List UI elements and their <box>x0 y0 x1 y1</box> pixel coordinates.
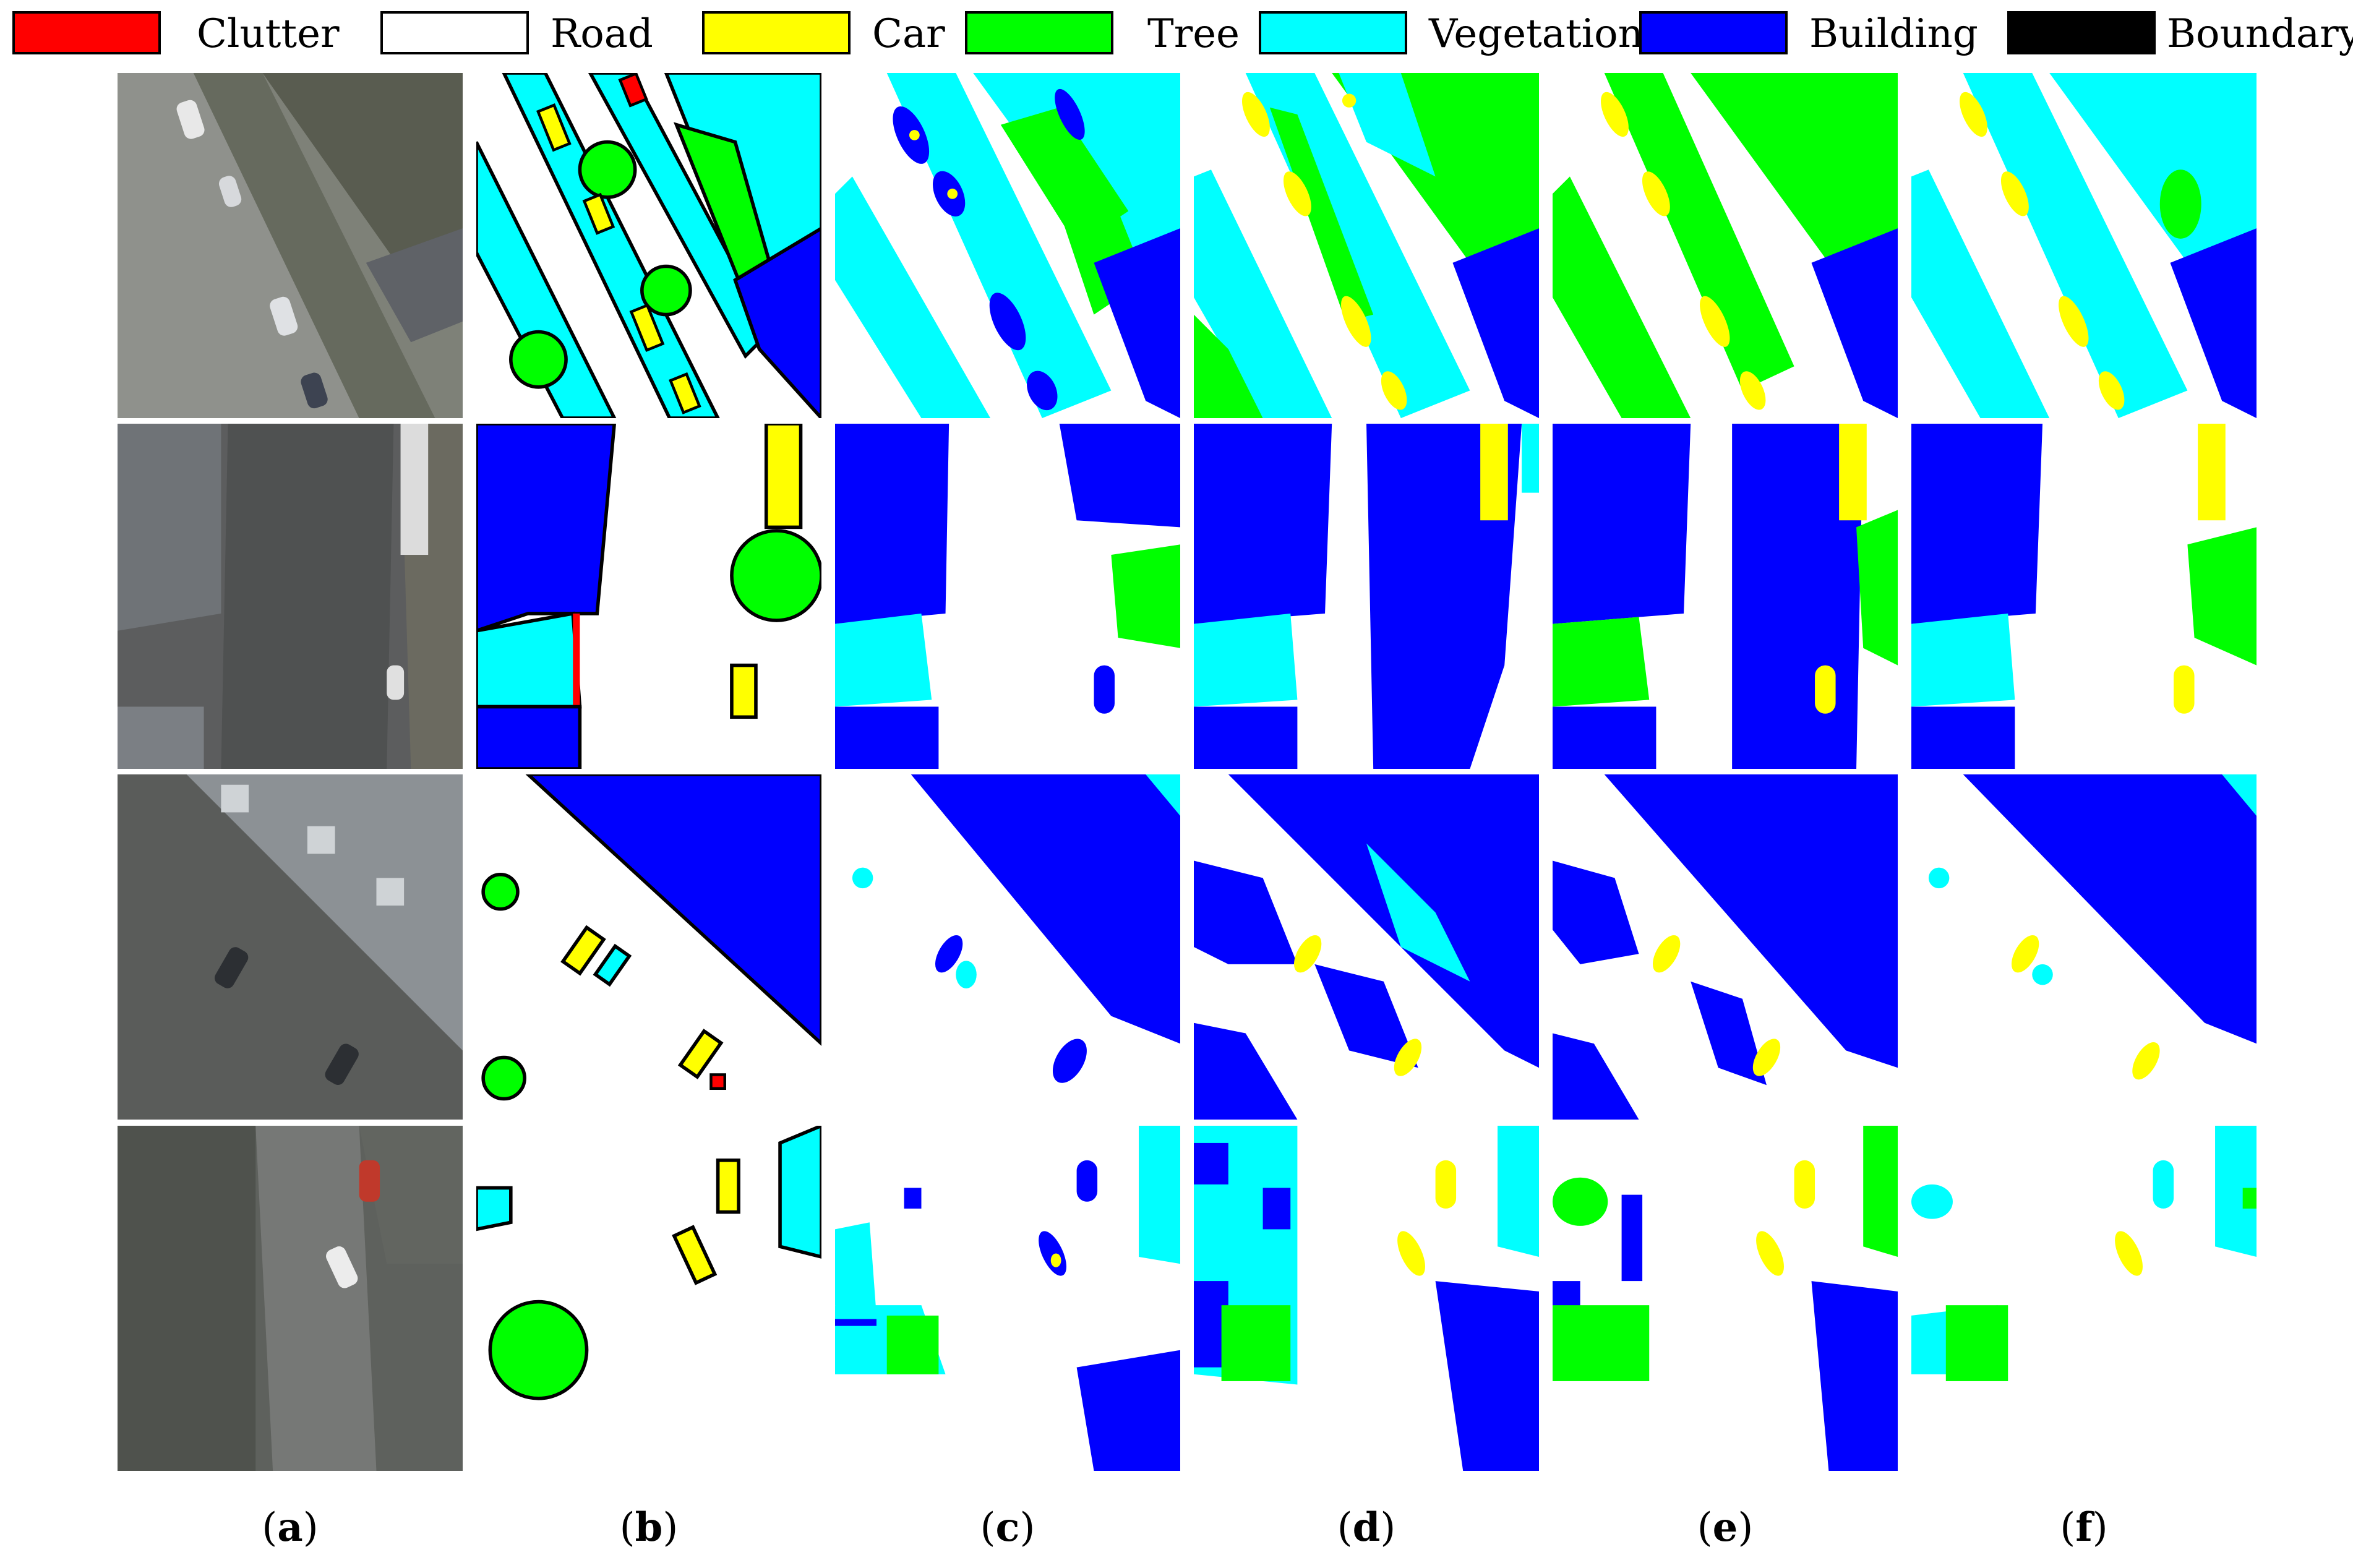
legend-label-road: Road <box>551 11 653 57</box>
prediction-f-r2 <box>1911 424 2257 769</box>
ground-truth-r4 <box>476 1126 821 1471</box>
aerial-image-r2 <box>118 424 463 769</box>
prediction-f-r3 <box>1911 774 2257 1120</box>
legend-label-vegetation: Vegetation <box>1429 11 1644 57</box>
column-label-d: (d) <box>1337 1504 1396 1551</box>
prediction-c-r1 <box>835 73 1180 418</box>
prediction-d-r2 <box>1194 424 1539 769</box>
column-label-f: (f) <box>2060 1504 2108 1551</box>
legend-swatch-clutter <box>12 11 161 54</box>
legend-swatch-road <box>380 11 529 54</box>
prediction-f-r4 <box>1911 1126 2257 1471</box>
prediction-d-r1 <box>1194 73 1539 418</box>
legend: Clutter Road Car Tree Vegetation Buildin… <box>0 0 2353 68</box>
column-label-a: (a) <box>262 1504 319 1551</box>
aerial-image-r1 <box>118 73 463 418</box>
prediction-e-r1 <box>1553 73 1898 418</box>
legend-swatch-car <box>702 11 851 54</box>
legend-swatch-vegetation <box>1259 11 1407 54</box>
legend-label-boundary: Boundary <box>2167 11 2353 57</box>
legend-label-tree: Tree <box>1147 11 1240 57</box>
prediction-d-r3 <box>1194 774 1539 1120</box>
prediction-c-r4 <box>835 1126 1180 1471</box>
prediction-c-r3 <box>835 774 1180 1120</box>
aerial-image-r4 <box>118 1126 463 1471</box>
ground-truth-r2 <box>476 424 821 769</box>
prediction-e-r2 <box>1553 424 1898 769</box>
legend-swatch-boundary <box>2007 11 2156 54</box>
legend-label-building: Building <box>1809 11 1978 57</box>
column-label-e: (e) <box>1697 1504 1754 1551</box>
prediction-e-r3 <box>1553 774 1898 1120</box>
prediction-d-r4 <box>1194 1126 1539 1471</box>
aerial-image-r3 <box>118 774 463 1120</box>
prediction-f-r1 <box>1911 73 2257 418</box>
prediction-e-r4 <box>1553 1126 1898 1471</box>
prediction-c-r2 <box>835 424 1180 769</box>
column-label-b: (b) <box>619 1504 679 1551</box>
legend-swatch-tree <box>965 11 1113 54</box>
ground-truth-r1 <box>476 73 821 418</box>
ground-truth-r3 <box>476 774 821 1120</box>
legend-label-clutter: Clutter <box>197 11 340 57</box>
legend-label-car: Car <box>872 11 945 57</box>
legend-swatch-building <box>1639 11 1788 54</box>
column-label-c: (c) <box>980 1504 1035 1551</box>
